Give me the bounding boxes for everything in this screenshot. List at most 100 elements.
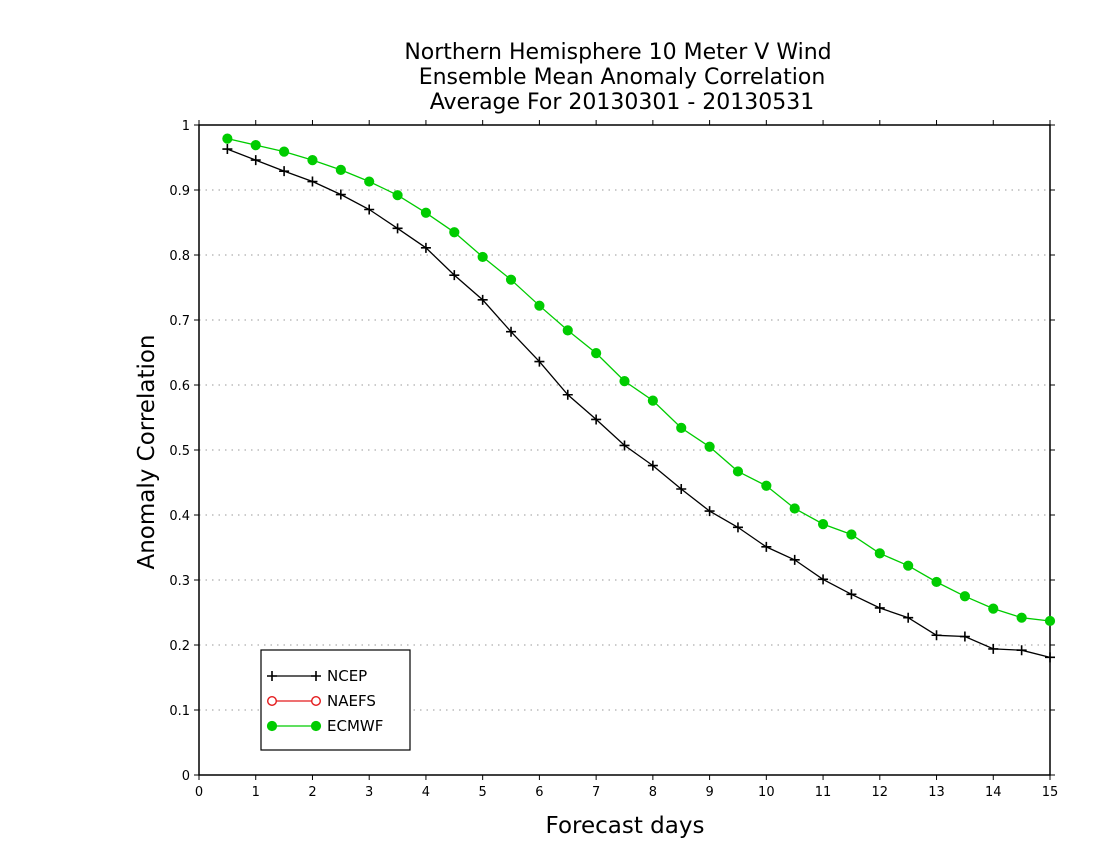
x-tick-label: 11 xyxy=(815,785,832,800)
x-axis-label: Forecast days xyxy=(546,813,705,839)
legend-marker-ncep xyxy=(311,671,321,681)
x-tick-label: 10 xyxy=(758,785,775,800)
x-tick-label: 12 xyxy=(872,785,889,800)
y-tick-label: 0.7 xyxy=(169,314,190,329)
data-point-ecmwf xyxy=(222,133,233,144)
data-point-ecmwf xyxy=(534,300,545,311)
series-line-ncep xyxy=(227,148,1051,659)
legend-marker-naefs xyxy=(311,696,322,707)
data-point-ecmwf xyxy=(647,395,658,406)
data-point-ecmwf xyxy=(1044,615,1056,627)
data-point-ncep xyxy=(704,506,715,517)
gridlines xyxy=(199,189,1050,711)
data-point-ncep xyxy=(647,460,658,471)
series-ncep xyxy=(222,144,1055,663)
title-line-2: Ensemble Mean Anomaly Correlation xyxy=(419,65,826,90)
x-tick-label: 7 xyxy=(592,785,600,800)
x-tick-label: 0 xyxy=(195,785,203,800)
data-point-ncep xyxy=(392,223,403,234)
x-tick-label: 4 xyxy=(422,785,430,800)
data-point-ecmwf xyxy=(732,466,744,477)
series-line-ecmwf xyxy=(227,137,1051,622)
data-point-ncep xyxy=(364,204,375,215)
y-tick-label: 0.8 xyxy=(169,249,190,264)
title-line-3: Average For 20130301 - 20130531 xyxy=(430,90,815,115)
x-tick-label: 1 xyxy=(252,785,260,800)
data-point-ecmwf xyxy=(591,348,602,359)
x-tick-label: 14 xyxy=(985,785,1002,800)
data-point-ncep xyxy=(874,602,885,613)
data-point-ncep xyxy=(420,242,431,253)
data-point-ecmwf xyxy=(562,325,573,336)
x-tick-label: 5 xyxy=(479,785,487,800)
data-point-ecmwf xyxy=(846,529,857,540)
data-point-ncep xyxy=(818,574,829,585)
data-point-ncep xyxy=(307,176,318,187)
data-point-ncep xyxy=(562,389,573,400)
data-point-ecmwf xyxy=(420,207,432,218)
y-tick-label: 0.9 xyxy=(169,184,190,199)
y-tick-label: 0.6 xyxy=(169,379,190,394)
data-point-ncep xyxy=(959,631,970,642)
data-point-ecmwf xyxy=(874,548,885,559)
legend-item-ncep: NCEP xyxy=(267,667,367,685)
y-tick-label: 0.5 xyxy=(169,444,190,459)
legend-label-naefs: NAEFS xyxy=(327,692,376,710)
y-tick-label: 0 xyxy=(182,769,190,784)
data-point-ncep xyxy=(619,440,630,451)
data-point-ncep xyxy=(903,612,914,623)
data-point-ecmwf xyxy=(789,503,800,514)
data-point-ncep xyxy=(591,414,602,425)
data-point-ncep xyxy=(477,294,488,305)
data-point-ecmwf xyxy=(1016,612,1027,623)
data-point-ncep xyxy=(789,554,800,565)
legend-label-ncep: NCEP xyxy=(327,667,367,685)
legend-box xyxy=(260,649,411,751)
data-point-ncep xyxy=(846,589,857,600)
legend-marker-ncep xyxy=(267,671,277,681)
legend-label-ecmwf: ECMWF xyxy=(327,717,383,735)
data-point-ncep xyxy=(931,630,942,641)
data-point-ecmwf xyxy=(704,441,715,452)
data-point-ecmwf xyxy=(392,190,403,201)
x-tick-label: 8 xyxy=(649,785,657,800)
data-point-ecmwf xyxy=(988,603,999,614)
y-tick-label: 1 xyxy=(182,119,190,134)
data-point-ncep xyxy=(1045,652,1055,663)
data-point-ecmwf xyxy=(817,519,829,530)
data-point-ecmwf xyxy=(903,560,914,571)
data-point-ecmwf xyxy=(676,422,687,433)
title-line-1: Northern Hemisphere 10 Meter V Wind xyxy=(404,40,831,65)
data-point-ecmwf xyxy=(279,146,290,157)
x-tick-label: 13 xyxy=(928,785,945,800)
data-point-ncep xyxy=(335,189,346,200)
data-point-ncep xyxy=(761,541,772,552)
legend-item-naefs: NAEFS xyxy=(267,692,376,710)
axis-ticks: 00.10.20.30.40.50.60.70.80.910 1 2 3 4 5 6 7 8 9 1… xyxy=(169,119,1058,800)
y-tick-label: 0.4 xyxy=(169,509,190,524)
legend-marker-naefs xyxy=(267,696,278,707)
x-tick-label: 3 xyxy=(365,785,373,800)
data-point-ecmwf xyxy=(931,576,942,588)
data-point-ncep xyxy=(732,522,743,533)
data-point-ncep xyxy=(250,155,261,166)
data-point-ncep xyxy=(279,166,290,177)
data-point-ecmwf xyxy=(619,376,630,387)
data-point-ncep xyxy=(449,270,460,281)
data-point-ncep xyxy=(676,484,687,494)
data-point-ecmwf xyxy=(477,251,488,263)
x-tick-label: 6 xyxy=(535,785,543,800)
data-point-ecmwf xyxy=(449,227,460,238)
y-tick-label: 0.2 xyxy=(169,639,190,654)
series-ecmwf xyxy=(222,133,1056,627)
data-point-ncep xyxy=(506,326,517,337)
y-tick-label: 0.1 xyxy=(169,704,190,719)
data-point-ncep xyxy=(534,356,545,367)
data-point-ecmwf xyxy=(761,480,772,491)
data-point-ncep xyxy=(222,144,233,155)
legend-marker-ecmwf xyxy=(310,720,322,732)
legend: NCEP NAEFS ECMWF xyxy=(260,649,411,751)
x-tick-label: 9 xyxy=(705,785,713,800)
data-point-ecmwf xyxy=(505,274,517,285)
